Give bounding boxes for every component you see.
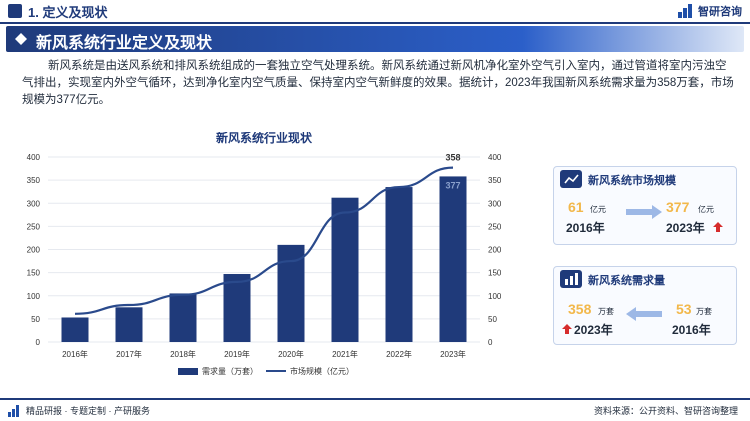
legend-line-label: 市场规模（亿元）: [290, 366, 354, 376]
market-from-year: 2016年: [566, 221, 605, 235]
bar: [331, 197, 359, 342]
market-card-title: 新风系统市场规模: [588, 175, 676, 187]
y-left-tick-label: 0: [36, 338, 41, 347]
y-right-tick-label: 300: [488, 199, 502, 208]
bar: [61, 317, 89, 342]
y-right-tick-label: 50: [488, 315, 497, 324]
y-right-tick-label: 100: [488, 292, 502, 301]
brand-logo: 智研咨询: [678, 3, 742, 19]
bar-chart-icon: [560, 270, 582, 288]
demand-left-unit: 万套: [598, 307, 614, 316]
x-tick-label: 2019年: [224, 349, 250, 359]
x-tick-label: 2020年: [278, 349, 304, 359]
y-right-tick-label: 250: [488, 222, 502, 231]
footer-divider: [0, 398, 750, 400]
x-tick-label: 2022年: [386, 349, 412, 359]
y-right-tick-label: 350: [488, 176, 502, 185]
bar: [169, 293, 197, 342]
line-data-label: 358: [445, 153, 460, 163]
diamond-icon: [15, 33, 27, 45]
market-to-unit: 亿元: [698, 205, 714, 214]
series-line: [74, 166, 454, 315]
demand-right-value: 53: [676, 301, 692, 317]
x-tick-label: 2017年: [116, 349, 142, 359]
demand-right-unit: 万套: [696, 307, 712, 316]
y-left-tick-label: 250: [27, 222, 41, 231]
bar-data-label: 377: [445, 180, 460, 190]
section-title: 1. 定义及现状: [28, 5, 108, 20]
y-right-tick-label: 200: [488, 246, 502, 255]
demand-card: 新风系统需求量 358 万套 2023年 53 万套 2016年: [553, 266, 737, 345]
demand-left-year: 2023年: [574, 323, 613, 337]
x-tick-label: 2016年: [62, 349, 88, 359]
footer-tags: 精品研报 · 专题定制 · 产研服务: [26, 406, 150, 416]
brand-name: 智研咨询: [698, 6, 742, 18]
demand-card-title: 新风系统需求量: [588, 275, 665, 287]
section-icon: [8, 4, 22, 18]
up-arrow-icon: [562, 324, 572, 334]
y-left-tick-label: 50: [31, 315, 40, 324]
market-size-card: 新风系统市场规模 61 亿元 2016年 377 亿元 2023年: [553, 166, 737, 245]
combo-chart: 新风系统行业现状 0 0 50 50 100 100 150 150 200 200 250 250 30…: [4, 132, 504, 384]
demand-left-value: 358: [568, 301, 592, 317]
market-to-value: 377: [666, 199, 690, 215]
market-from-value: 61: [568, 199, 584, 215]
chart-canvas: 新风系统行业现状 0 0 50 50 100 100 150 150 200 200 250 250 30…: [27, 132, 502, 376]
arrow-right-icon: [626, 205, 662, 219]
bar: [385, 187, 413, 342]
top-bar: 1. 定义及现状 智研咨询: [0, 0, 750, 24]
bar: [223, 274, 251, 342]
title-banner: 新风系统行业定义及现状: [6, 26, 744, 52]
x-tick-label: 2023年: [440, 349, 466, 359]
y-left-tick-label: 400: [27, 153, 41, 162]
y-left-tick-label: 150: [27, 269, 41, 278]
x-tick-label: 2018年: [170, 349, 196, 359]
x-tick-label: 2021年: [332, 349, 358, 359]
y-right-tick-label: 150: [488, 269, 502, 278]
bar: [115, 307, 143, 342]
arrow-left-icon: [626, 307, 662, 321]
footer-brand: 精品研报 · 专题定制 · 产研服务: [8, 404, 150, 417]
up-arrow-icon: [713, 222, 723, 232]
market-from-unit: 亿元: [590, 205, 606, 214]
y-left-tick-label: 200: [27, 246, 41, 255]
card-header: 新风系统市场规模: [554, 167, 738, 189]
y-right-tick-label: 0: [488, 338, 493, 347]
market-to-year: 2023年: [666, 221, 705, 235]
legend-bar-label: 需求量（万套）: [202, 366, 258, 376]
y-left-tick-label: 300: [27, 199, 41, 208]
chart-title: 新风系统行业现状: [216, 132, 313, 145]
logo-bars-icon: [678, 4, 694, 18]
intro-paragraph: 新风系统是由送风系统和排风系统组成的一套独立空气处理系统。新风系统通过新风机净化…: [22, 60, 734, 106]
bar: [439, 176, 467, 342]
card-header: 新风系统需求量: [554, 267, 738, 289]
demand-right-year: 2016年: [672, 323, 711, 337]
legend-bar-swatch: [178, 368, 198, 375]
y-right-tick-label: 400: [488, 153, 502, 162]
page-title: 新风系统行业定义及现状: [36, 35, 213, 52]
y-left-tick-label: 350: [27, 176, 41, 185]
y-left-tick-label: 100: [27, 292, 41, 301]
chart-icon: [560, 170, 582, 188]
footer-source: 资料来源：公开资料、智研咨询整理: [593, 406, 738, 416]
footer-logo-icon: [8, 404, 22, 417]
